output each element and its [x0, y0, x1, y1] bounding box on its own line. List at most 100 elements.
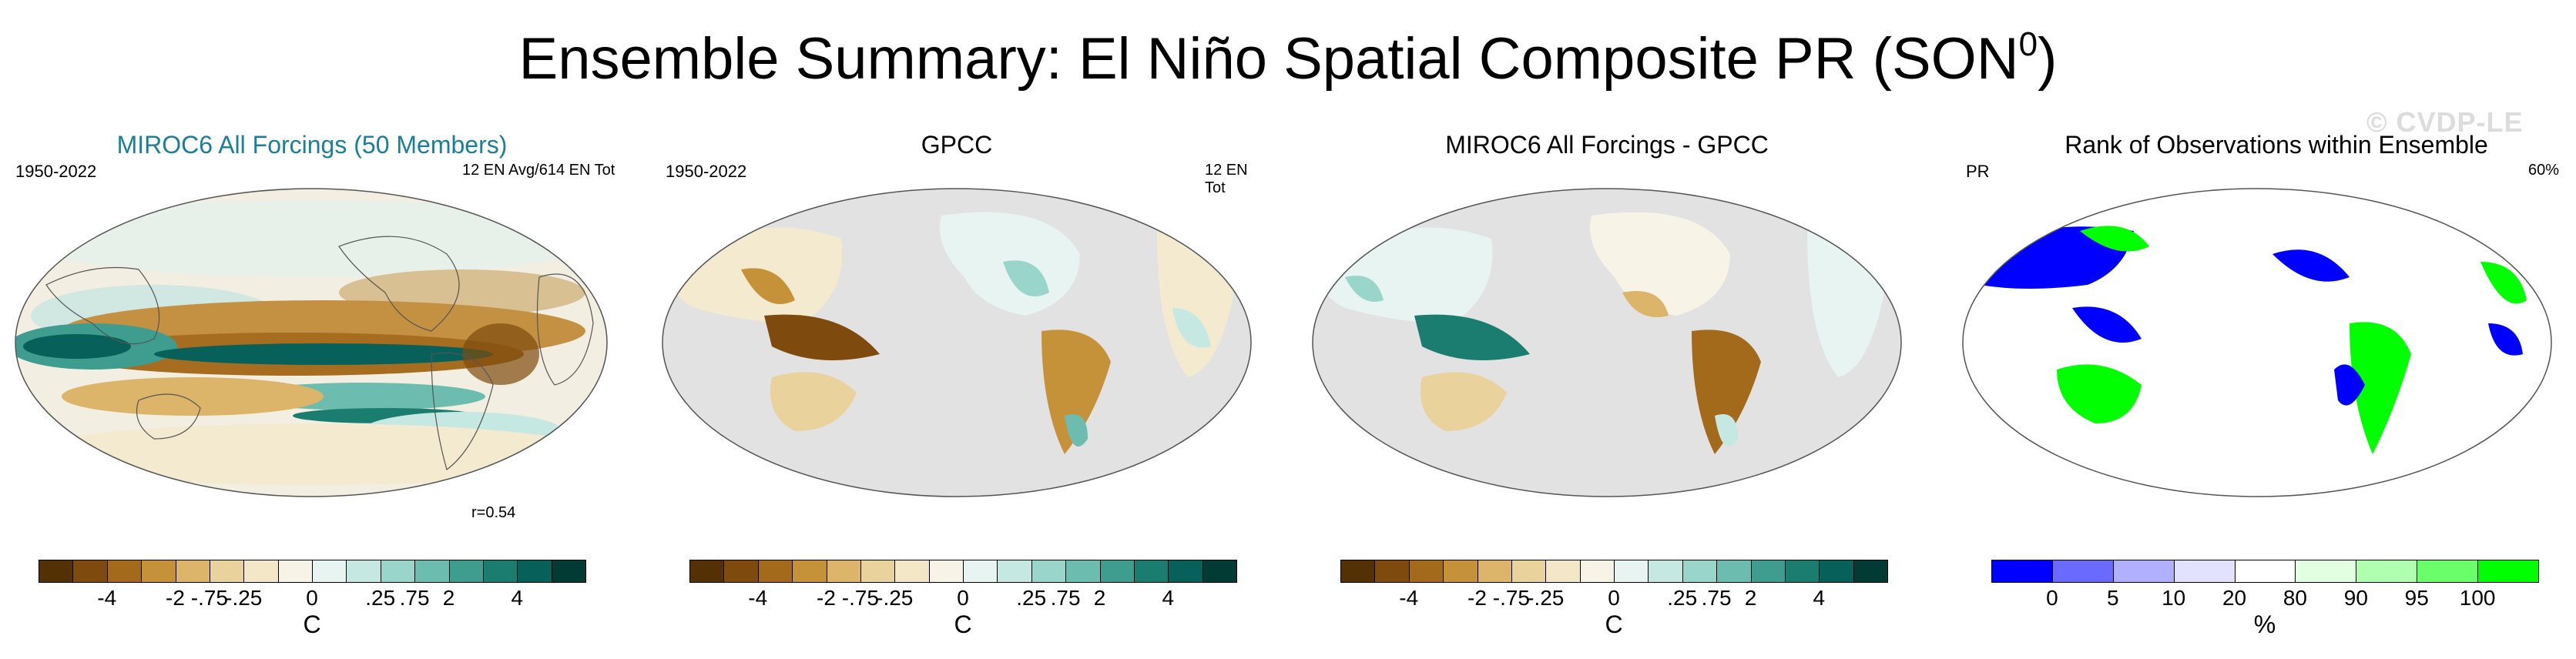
colorbar-box	[1648, 560, 1683, 583]
colorbar-difference: -4 -2 -.75 -.25 0 .25.75 2 4 C	[1340, 560, 1888, 638]
colorbar-box	[517, 560, 552, 583]
colorbar-tick-label: 90	[2343, 586, 2368, 610]
colorbar-box	[1682, 560, 1718, 583]
colorbar-box	[963, 560, 998, 583]
colorbar-tick-label: .25	[365, 586, 396, 610]
colorbar-box	[1340, 560, 1376, 583]
colorbar-box	[2477, 560, 2539, 583]
colorbar-tick-label: 5	[2106, 586, 2119, 610]
colorbar-box	[551, 560, 586, 583]
panel-title: MIROC6 All Forcings - GPCC	[1445, 131, 1769, 159]
colorbar-tick-label: -2	[166, 586, 185, 610]
figure-title: Ensemble Summary: El Niño Spatial Compos…	[518, 25, 2058, 92]
map-difference	[1312, 188, 1902, 497]
colorbar-tick-label: 2	[442, 586, 455, 610]
colorbar-box	[689, 560, 725, 583]
colorbar-tick-label: -.25	[1527, 586, 1565, 610]
colorbar-box	[860, 560, 896, 583]
colorbar-box	[1202, 560, 1237, 583]
colorbar-box	[1168, 560, 1203, 583]
colorbar-box	[414, 560, 450, 583]
colorbar-unit-label: %	[2253, 610, 2276, 638]
colorbar-box	[1545, 560, 1581, 583]
colorbar-box	[894, 560, 930, 583]
colorbar-box	[72, 560, 108, 583]
colorbar-box	[1408, 560, 1444, 583]
colorbar-tick-label: .25	[1667, 586, 1698, 610]
correlation-label: r=0.54	[471, 504, 516, 521]
colorbar-box	[175, 560, 210, 583]
colorbar-tick-label: 0	[2046, 586, 2058, 610]
colorbar-box	[2417, 560, 2479, 583]
colorbar-box	[1099, 560, 1135, 583]
event-count-label: 12 EN Avg/614 EN Tot	[462, 162, 615, 179]
colorbar-box	[141, 560, 176, 583]
colorbar-box	[39, 560, 74, 583]
map-gpcc	[662, 188, 1252, 497]
colorbar-box	[1477, 560, 1512, 583]
colorbar-box	[1579, 560, 1615, 583]
colorbar-box	[277, 560, 313, 583]
colorbar-tick-label: -2	[817, 586, 836, 610]
colorbar-box	[1511, 560, 1547, 583]
colorbar-tick-label: 2	[1744, 586, 1757, 610]
colorbar-box	[346, 560, 381, 583]
colorbar-box	[826, 560, 861, 583]
colorbar-box	[1065, 560, 1101, 583]
colorbar-box	[2356, 560, 2418, 583]
colorbar-box	[1750, 560, 1786, 583]
colorbar-box	[1784, 560, 1820, 583]
period-label: 1950-2022	[666, 162, 747, 181]
colorbar-tick-label: .75	[1701, 586, 1732, 610]
panel-gpcc: GPCC 1950-2022 12 EN Tot	[649, 123, 1265, 554]
colorbar-rank: 0 5 10 20 80 90 95 100%	[1991, 560, 2539, 638]
colorbar-box	[2295, 560, 2357, 583]
panel-difference: MIROC6 All Forcings - GPCC	[1299, 123, 1915, 554]
panel-model-composite: MIROC6 All Forcings (50 Members) 1950-20…	[0, 123, 616, 554]
colorbar-tick-label: 100	[2459, 586, 2496, 610]
colorbar-box	[2112, 560, 2175, 583]
colorbar-box	[380, 560, 416, 583]
colorbar-box	[1031, 560, 1067, 583]
colorbar-tick-label: -.25	[225, 586, 263, 610]
panel-rank: Rank of Observations within Ensemble PR …	[1949, 123, 2565, 554]
map-model	[15, 188, 608, 497]
colorbar-box	[482, 560, 518, 583]
colorbar-box	[2234, 560, 2296, 583]
colorbar-tick-label: -4	[748, 586, 768, 610]
variable-label: PR	[1966, 162, 1990, 181]
colorbar-tick-label: 20	[2222, 586, 2247, 610]
colorbar-tick-label: -4	[97, 586, 117, 610]
colorbar-box	[997, 560, 1032, 583]
colorbar-tick-label: 4	[1813, 586, 1826, 610]
colorbar-tick-label: 95	[2404, 586, 2429, 610]
event-count-label: 12 EN Tot	[1205, 162, 1248, 196]
colorbar-box	[243, 560, 279, 583]
colorbar-box	[1716, 560, 1752, 583]
colorbar-tick-label: -.75	[841, 586, 879, 610]
colorbar-box	[1853, 560, 1888, 583]
panel-title: Rank of Observations within Ensemble	[2064, 131, 2488, 159]
colorbar-unit-label: C	[954, 610, 972, 638]
colorbar-tick-label: 10	[2162, 586, 2186, 610]
period-label: 1950-2022	[15, 162, 97, 181]
colorbar-box	[106, 560, 143, 583]
colorbar-box	[723, 560, 759, 583]
colorbar-tick-label: .25	[1016, 586, 1047, 610]
colorbar-box	[1374, 560, 1410, 583]
colorbar-tick-label: 80	[2283, 586, 2308, 610]
colorbar-tick-label: 0	[957, 586, 969, 610]
colorbar-tick-label: 0	[1608, 586, 1620, 610]
colorbar-box	[757, 560, 793, 583]
colorbar-tick-label: -.25	[876, 586, 914, 610]
colorbar-box	[1991, 560, 2053, 583]
colorbar-tick-label: -.75	[190, 586, 228, 610]
watermark: © CVDP-LE	[2366, 106, 2524, 138]
colorbar-box	[2173, 560, 2236, 583]
colorbar-tick-label: .75	[1050, 586, 1081, 610]
colorbar-tick-label: 2	[1093, 586, 1106, 610]
colorbar-gpcc: -4 -2 -.75 -.25 0 .25.75 2 4 C	[689, 560, 1237, 638]
colorbar-box	[448, 560, 484, 583]
colorbar-box	[209, 560, 245, 583]
colorbar-box	[928, 560, 964, 583]
